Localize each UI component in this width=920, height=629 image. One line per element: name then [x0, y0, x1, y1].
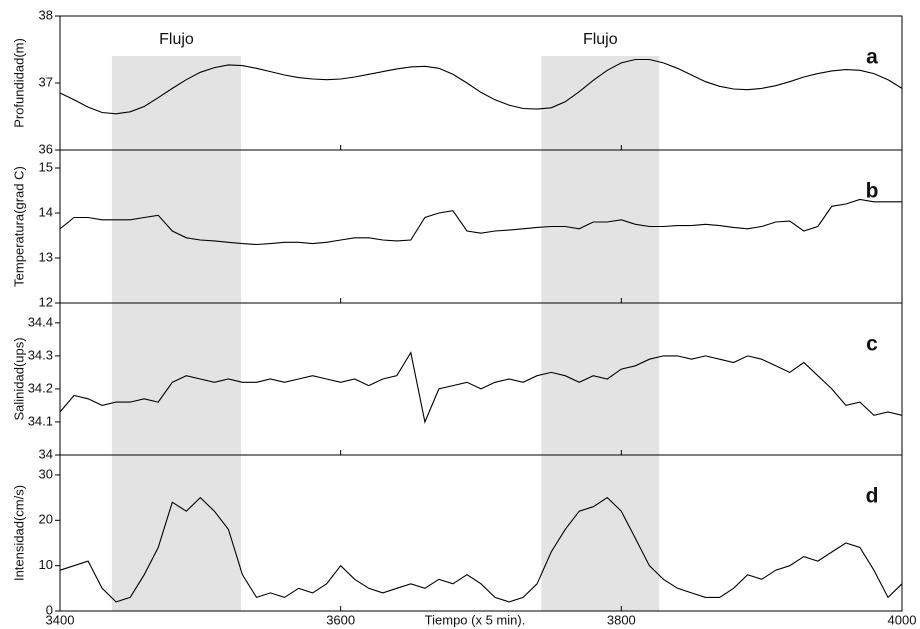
y-axis-label: Intensidad(cm/s) [11, 485, 26, 581]
y-tick-label: 20 [39, 512, 53, 527]
flow-span [541, 56, 660, 611]
x-tick-label: 3800 [607, 612, 636, 627]
panel-letter: c [866, 333, 878, 356]
span-label: Flujo [583, 31, 618, 48]
y-tick-label: 12 [39, 294, 53, 309]
panel-letter: d [866, 485, 879, 508]
panel-frame [59, 454, 903, 612]
span-label: Flujo [159, 31, 194, 48]
y-tick-label: 30 [39, 466, 53, 481]
x-tick-label: 4000 [888, 612, 917, 627]
y-tick-label: 38 [39, 7, 53, 22]
y-tick-label: 36 [39, 141, 53, 156]
y-axis-label: Profundidad(m) [11, 38, 26, 128]
y-axis-label: Temperatura(grad C) [11, 166, 26, 287]
x-tick-label: 3400 [46, 612, 75, 627]
y-tick-label: 13 [39, 249, 53, 264]
data-line [59, 496, 903, 603]
y-tick-label: 34.4 [28, 314, 53, 329]
y-tick-label: 34.2 [28, 380, 53, 395]
data-line [59, 198, 902, 246]
data-line [59, 351, 903, 424]
y-tick-label: 34.3 [28, 347, 53, 362]
flow-span [111, 56, 242, 611]
data-line [59, 58, 903, 115]
y-axis-label: Salinidad(ups) [11, 337, 26, 420]
y-tick-label: 10 [39, 557, 53, 572]
x-tick-label: 3600 [326, 612, 355, 627]
y-tick-label: 37 [39, 74, 53, 89]
y-tick-label: 34 [39, 446, 53, 461]
y-tick-label: 14 [39, 204, 53, 219]
x-axis-label: Tiempo (x 5 min). [425, 612, 526, 627]
y-tick-label: 34.1 [28, 413, 53, 428]
panel-letter: a [866, 46, 878, 69]
y-tick-label: 15 [39, 159, 53, 174]
panel-letter: b [866, 180, 879, 203]
y-tick-label: 0 [46, 602, 53, 617]
